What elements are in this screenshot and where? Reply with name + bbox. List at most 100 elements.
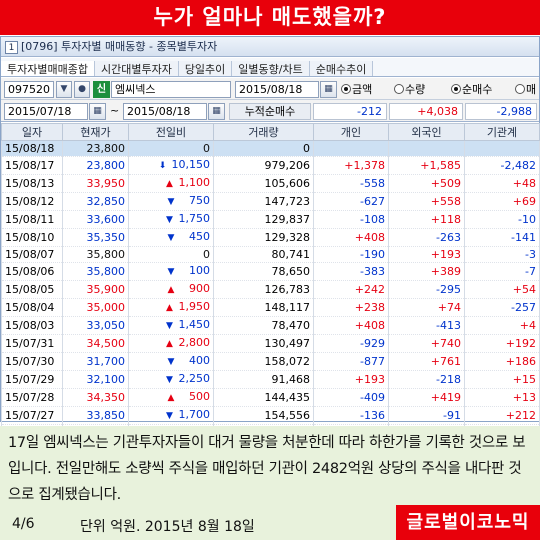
cell-institution: +4 (464, 316, 540, 336)
date-range-separator: ~ (110, 104, 120, 117)
cell-change: 0 (128, 246, 214, 264)
search-icon[interactable]: ▼ (56, 81, 72, 98)
cell-change: ▼ 100 (128, 262, 214, 282)
cell-institution: -2,482 (464, 156, 540, 176)
cell-volume: 80,741 (213, 246, 314, 264)
radio-dot-icon (515, 84, 525, 94)
cell-volume: 147,723 (213, 192, 314, 212)
calendar-icon[interactable]: ▦ (320, 81, 337, 98)
cell-volume: 91,468 (213, 370, 314, 390)
change-value: 1,450 (178, 318, 211, 332)
cell-change: ▼ 450 (128, 228, 214, 248)
radio-dot-icon (341, 84, 351, 94)
table-row[interactable]: 15/08/06 35,800 ▼ 100 78,650 -383 +389 -7 (1, 262, 540, 282)
table-row[interactable]: 15/07/28 34,350 ▲ 500 144,435 -409 +419 +13 (1, 388, 540, 408)
table-row[interactable]: 15/08/07 35,800 0 80,741 -190 +193 -3 (1, 246, 540, 264)
radio-buy[interactable]: 매 (515, 82, 536, 97)
cell-change: ▼ 750 (128, 192, 214, 212)
window-title: [0796] 투자자별 매매동향 - 종목별투자자 (21, 40, 218, 53)
tab-intraday[interactable]: 당일추이 (178, 61, 233, 76)
col-individual[interactable]: 개인 (313, 123, 389, 141)
cell-change: ▼ 2,250 (128, 370, 214, 390)
cell-foreign: -263 (388, 228, 465, 248)
table-row[interactable]: 15/07/29 32,100 ▼ 2,250 91,468 +193 -218 +15 (1, 370, 540, 390)
change-value: 1,100 (178, 176, 211, 190)
tab-bar: 투자자별매매종합 시간대별투자자 당일추이 일별동향/차트 순매수추이 (1, 58, 539, 77)
cell-date: 15/08/07 (1, 246, 63, 264)
table-row[interactable]: 15/08/11 33,600 ▼ 1,750 129,837 -108 +118 -10 (1, 210, 540, 230)
change-value: 0 (203, 142, 210, 156)
cell-individual: -929 (313, 334, 389, 354)
table-row[interactable]: 15/08/12 32,850 ▼ 750 147,723 -627 +558 +69 (1, 192, 540, 212)
tab-investor-summary[interactable]: 투자자별매매종합 (1, 61, 95, 76)
col-foreign[interactable]: 외국인 (388, 123, 465, 141)
table-row[interactable]: 15/08/10 35,350 ▼ 450 129,328 +408 -263 -141 (1, 228, 540, 248)
cell-individual: -558 (313, 174, 389, 194)
calendar-icon[interactable]: ▦ (208, 103, 225, 120)
cell-individual (313, 140, 389, 158)
change-value: 0 (203, 248, 210, 262)
col-volume[interactable]: 거래량 (213, 123, 314, 141)
down-triangle-icon: ▼ (166, 321, 173, 332)
cell-foreign: +419 (388, 388, 465, 408)
cell-date: 15/07/29 (1, 370, 63, 390)
tab-time-investor[interactable]: 시간대별투자자 (94, 61, 179, 76)
table-row[interactable]: 15/08/05 35,900 ▲ 900 126,783 +242 -295 +54 (1, 280, 540, 300)
table-row[interactable]: 15/08/13 33,950 ▲ 1,100 105,606 -558 +509 +48 (1, 174, 540, 194)
cell-foreign: +1,585 (388, 156, 465, 176)
up-triangle-icon: ▲ (166, 179, 173, 190)
col-change[interactable]: 전일비 (128, 123, 214, 141)
table-row[interactable]: 15/08/17 23,800 ⬇ 10,150 979,206 +1,378 +1,585… (1, 156, 540, 176)
cell-change: ▲ 1,950 (128, 298, 214, 318)
cell-date: 15/07/28 (1, 388, 63, 408)
col-price[interactable]: 현재가 (62, 123, 129, 141)
start-date-input[interactable]: 2015/07/18 (4, 103, 88, 120)
table-row[interactable]: 15/08/18 23,800 0 0 (1, 140, 540, 158)
cell-individual: -627 (313, 192, 389, 212)
cell-foreign: +118 (388, 210, 465, 230)
cell-volume: 130,497 (213, 334, 314, 354)
cell-date: 15/08/13 (1, 174, 63, 194)
tab-net-buy-trend[interactable]: 순매수추이 (309, 61, 374, 76)
calendar-icon[interactable]: ▦ (89, 103, 106, 120)
cell-date: 15/08/04 (1, 298, 63, 318)
window-title-bar: 1 [0796] 투자자별 매매동향 - 종목별투자자 (1, 37, 539, 57)
cell-price: 35,800 (62, 246, 129, 264)
cell-institution: -257 (464, 298, 540, 318)
down-triangle-icon: ▼ (166, 375, 173, 386)
cell-individual: +242 (313, 280, 389, 300)
stock-code-input[interactable]: 097520 (4, 81, 54, 98)
tab-daily-chart[interactable]: 일별동향/차트 (232, 61, 310, 76)
cell-institution: +186 (464, 352, 540, 372)
table-row[interactable]: 15/08/04 35,000 ▲ 1,950 148,117 +238 +74 -257 (1, 298, 540, 318)
new-listing-badge: 신 (93, 81, 110, 98)
table-row[interactable]: 15/08/03 33,050 ▼ 1,450 78,470 +408 -413 +4 (1, 316, 540, 336)
table-row[interactable]: 15/07/31 34,500 ▲ 2,800 130,497 -929 +740 +192 (1, 334, 540, 354)
cell-price: 35,900 (62, 280, 129, 300)
cell-volume: 158,072 (213, 352, 314, 372)
up-triangle-icon: ▲ (167, 285, 175, 296)
end-date-input[interactable]: 2015/08/18 (123, 103, 207, 120)
col-date[interactable]: 일자 (1, 123, 63, 141)
cell-date: 15/08/06 (1, 262, 63, 282)
radio-quantity[interactable]: 수량 (394, 82, 425, 97)
magnifier-icon[interactable]: ● (74, 81, 90, 98)
change-value: 1,750 (178, 212, 211, 226)
table-row[interactable]: 15/07/27 33,850 ▼ 1,700 154,556 -136 -91 +212 (1, 406, 540, 426)
query-date-input[interactable]: 2015/08/18 (235, 81, 319, 98)
cell-change: ▲ 2,800 (128, 334, 214, 354)
radio-net-buy[interactable]: 순매수 (451, 82, 492, 97)
radio-amount[interactable]: 금액 (341, 82, 372, 97)
stock-name-field[interactable]: 엠씨넥스 (111, 81, 231, 98)
radio-dot-icon (451, 84, 461, 94)
cell-individual: -136 (313, 406, 389, 426)
cell-change: ▼ 1,700 (128, 406, 214, 426)
down-triangle-icon: ▼ (167, 197, 175, 208)
cell-institution: -7 (464, 262, 540, 282)
change-value: 1,950 (178, 300, 211, 314)
net-institution: -2,988 (465, 103, 537, 120)
cell-price: 23,800 (62, 156, 129, 176)
unit-date-note: 단위 억원. 2015년 8월 18일 (80, 519, 255, 535)
col-institution[interactable]: 기관계 (464, 123, 540, 141)
table-row[interactable]: 15/07/30 31,700 ▼ 400 158,072 -877 +761 +186 (1, 352, 540, 372)
